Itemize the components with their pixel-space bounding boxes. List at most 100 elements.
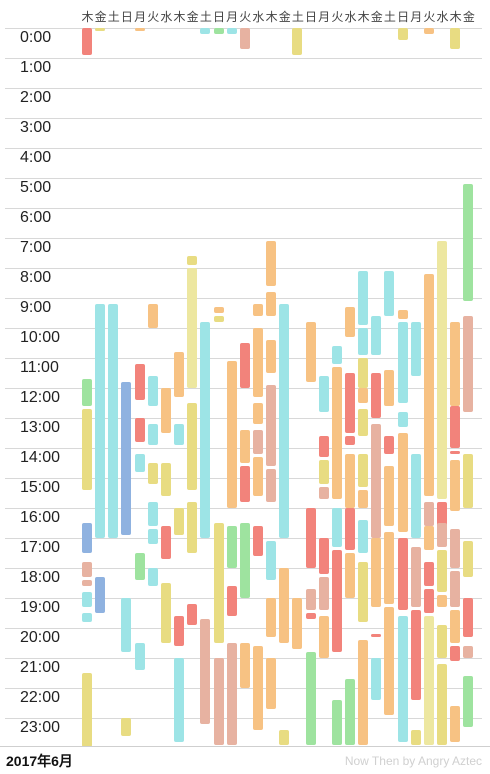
activity-block[interactable] bbox=[345, 553, 355, 598]
activity-block[interactable] bbox=[147, 463, 158, 484]
activity-block[interactable] bbox=[108, 304, 119, 538]
activity-block[interactable] bbox=[95, 577, 106, 613]
activity-block[interactable] bbox=[397, 28, 408, 40]
activity-block[interactable] bbox=[305, 613, 316, 619]
activity-block[interactable] bbox=[174, 424, 185, 445]
activity-block[interactable] bbox=[266, 469, 277, 502]
activity-block[interactable] bbox=[318, 436, 329, 457]
activity-block[interactable] bbox=[305, 508, 316, 568]
activity-block[interactable] bbox=[423, 589, 434, 613]
activity-block[interactable] bbox=[174, 508, 185, 535]
activity-block[interactable] bbox=[397, 538, 408, 610]
activity-block[interactable] bbox=[252, 403, 263, 424]
activity-block[interactable] bbox=[174, 352, 185, 397]
activity-block[interactable] bbox=[82, 580, 92, 586]
activity-block[interactable] bbox=[358, 388, 369, 403]
activity-block[interactable] bbox=[358, 358, 369, 388]
activity-block[interactable] bbox=[397, 616, 408, 742]
activity-block[interactable] bbox=[423, 526, 434, 550]
activity-block[interactable] bbox=[423, 502, 434, 526]
activity-block[interactable] bbox=[345, 307, 355, 337]
activity-block[interactable] bbox=[160, 526, 171, 559]
activity-block[interactable] bbox=[358, 640, 369, 745]
activity-block[interactable] bbox=[226, 361, 237, 508]
activity-block[interactable] bbox=[450, 529, 461, 568]
activity-block[interactable] bbox=[345, 508, 355, 550]
activity-block[interactable] bbox=[397, 322, 408, 403]
activity-block[interactable] bbox=[318, 487, 329, 499]
activity-block[interactable] bbox=[82, 613, 92, 622]
activity-block[interactable] bbox=[200, 619, 211, 724]
activity-block[interactable] bbox=[384, 532, 395, 604]
activity-block[interactable] bbox=[266, 340, 277, 373]
activity-block[interactable] bbox=[134, 364, 145, 400]
activity-block[interactable] bbox=[134, 643, 145, 670]
activity-block[interactable] bbox=[358, 562, 369, 622]
activity-block[interactable] bbox=[450, 571, 461, 607]
activity-block[interactable] bbox=[437, 241, 448, 499]
activity-block[interactable] bbox=[279, 730, 290, 745]
activity-block[interactable] bbox=[252, 304, 263, 316]
activity-block[interactable] bbox=[266, 292, 277, 316]
activity-block[interactable] bbox=[134, 28, 145, 31]
activity-block[interactable] bbox=[279, 304, 290, 538]
activity-block[interactable] bbox=[423, 274, 434, 496]
activity-block[interactable] bbox=[450, 646, 461, 661]
activity-block[interactable] bbox=[279, 568, 290, 643]
activity-block[interactable] bbox=[226, 28, 237, 34]
activity-block[interactable] bbox=[450, 706, 461, 742]
activity-block[interactable] bbox=[410, 730, 421, 745]
activity-block[interactable] bbox=[252, 328, 263, 397]
activity-block[interactable] bbox=[226, 643, 237, 745]
activity-block[interactable] bbox=[450, 460, 461, 511]
activity-block[interactable] bbox=[147, 376, 158, 406]
activity-block[interactable] bbox=[450, 28, 461, 49]
activity-block[interactable] bbox=[358, 409, 369, 436]
activity-block[interactable] bbox=[266, 598, 277, 637]
activity-block[interactable] bbox=[331, 550, 342, 652]
activity-block[interactable] bbox=[213, 28, 224, 34]
activity-block[interactable] bbox=[82, 562, 92, 577]
activity-block[interactable] bbox=[371, 634, 382, 637]
activity-block[interactable] bbox=[292, 598, 303, 649]
activity-block[interactable] bbox=[358, 271, 369, 325]
activity-block[interactable] bbox=[252, 526, 263, 556]
activity-block[interactable] bbox=[331, 367, 342, 499]
activity-block[interactable] bbox=[463, 184, 474, 301]
activity-block[interactable] bbox=[82, 673, 92, 747]
activity-block[interactable] bbox=[147, 502, 158, 526]
activity-block[interactable] bbox=[292, 28, 303, 55]
activity-block[interactable] bbox=[423, 562, 434, 586]
activity-block[interactable] bbox=[213, 316, 224, 322]
activity-block[interactable] bbox=[305, 322, 316, 382]
activity-block[interactable] bbox=[82, 28, 92, 55]
month-label[interactable]: 2017年6月 bbox=[6, 753, 73, 769]
activity-block[interactable] bbox=[187, 502, 198, 553]
activity-block[interactable] bbox=[266, 241, 277, 286]
activity-block[interactable] bbox=[82, 379, 92, 406]
activity-block[interactable] bbox=[371, 538, 382, 607]
activity-block[interactable] bbox=[437, 523, 448, 547]
activity-block[interactable] bbox=[371, 658, 382, 700]
activity-block[interactable] bbox=[358, 520, 369, 553]
activity-block[interactable] bbox=[358, 328, 369, 355]
activity-block[interactable] bbox=[371, 373, 382, 418]
activity-block[interactable] bbox=[187, 604, 198, 625]
activity-block[interactable] bbox=[410, 547, 421, 607]
activity-block[interactable] bbox=[239, 343, 250, 388]
activity-block[interactable] bbox=[358, 490, 369, 508]
activity-block[interactable] bbox=[410, 322, 421, 376]
activity-block[interactable] bbox=[252, 457, 263, 496]
activity-block[interactable] bbox=[147, 424, 158, 445]
activity-block[interactable] bbox=[410, 454, 421, 538]
activity-block[interactable] bbox=[134, 418, 145, 442]
activity-block[interactable] bbox=[121, 382, 132, 535]
activity-block[interactable] bbox=[174, 658, 185, 742]
activity-block[interactable] bbox=[437, 664, 448, 745]
activity-block[interactable] bbox=[213, 307, 224, 313]
activity-block[interactable] bbox=[226, 586, 237, 616]
activity-block[interactable] bbox=[95, 304, 106, 538]
activity-block[interactable] bbox=[318, 460, 329, 484]
activity-block[interactable] bbox=[226, 526, 237, 568]
activity-block[interactable] bbox=[266, 658, 277, 709]
